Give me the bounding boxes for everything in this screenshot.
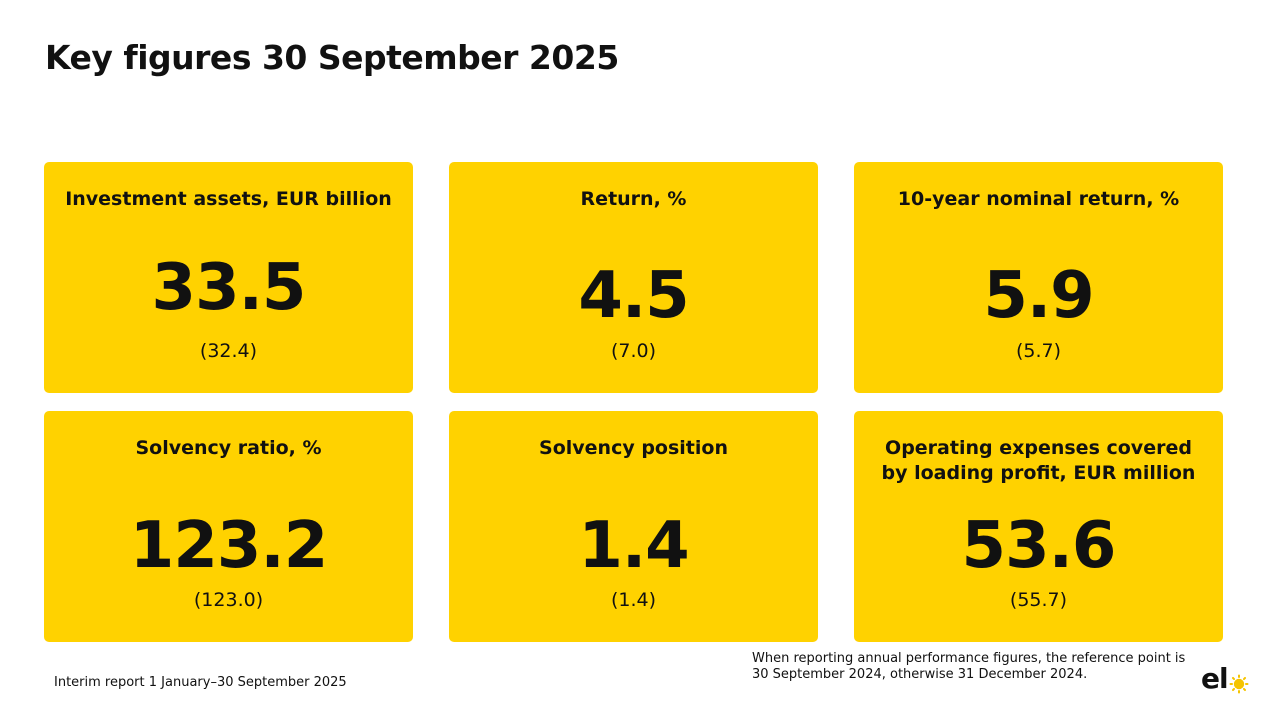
logo-text: el [1201, 662, 1229, 695]
card-previous-value: (55.7) [1009, 589, 1068, 611]
key-figure-card-return: Return, % 4.5 (7.0) [449, 162, 818, 393]
card-value: 1.4 [578, 509, 689, 583]
card-previous-value: (1.4) [610, 589, 657, 611]
footer-report-title: Interim report 1 January–30 September 20… [54, 675, 347, 690]
footer-reference-note: When reporting annual performance figure… [752, 651, 1186, 682]
key-figure-card-operating-expenses: Operating expenses covered by loading pr… [854, 411, 1223, 642]
card-value: 33.5 [151, 251, 307, 325]
card-label: Investment assets, EUR billion [65, 188, 392, 210]
card-value: 5.9 [983, 259, 1094, 333]
card-previous-value: (7.0) [610, 340, 657, 362]
card-value: 123.2 [129, 509, 328, 583]
key-figure-card-solvency-position: Solvency position 1.4 (1.4) [449, 411, 818, 642]
key-figure-card-10-year-return: 10-year nominal return, % 5.9 (5.7) [854, 162, 1223, 393]
card-previous-value: (32.4) [199, 340, 258, 362]
card-label: 10-year nominal return, % [897, 188, 1180, 210]
card-value: 4.5 [578, 259, 689, 333]
elo-logo: el [1201, 662, 1251, 698]
card-label: Operating expenses covered by loading pr… [881, 437, 1196, 484]
card-label: Return, % [580, 188, 687, 210]
card-previous-value: (123.0) [193, 589, 264, 611]
key-figure-card-investment-assets: Investment assets, EUR billion 33.5 (32.… [44, 162, 413, 393]
card-label: Solvency position [539, 437, 728, 459]
card-previous-value: (5.7) [1015, 340, 1062, 362]
sun-icon [1229, 674, 1249, 694]
card-value: 53.6 [961, 509, 1117, 583]
page-title: Key figures 30 September 2025 [45, 38, 619, 77]
key-figure-card-solvency-ratio: Solvency ratio, % 123.2 (123.0) [44, 411, 413, 642]
card-label: Solvency ratio, % [135, 437, 322, 459]
